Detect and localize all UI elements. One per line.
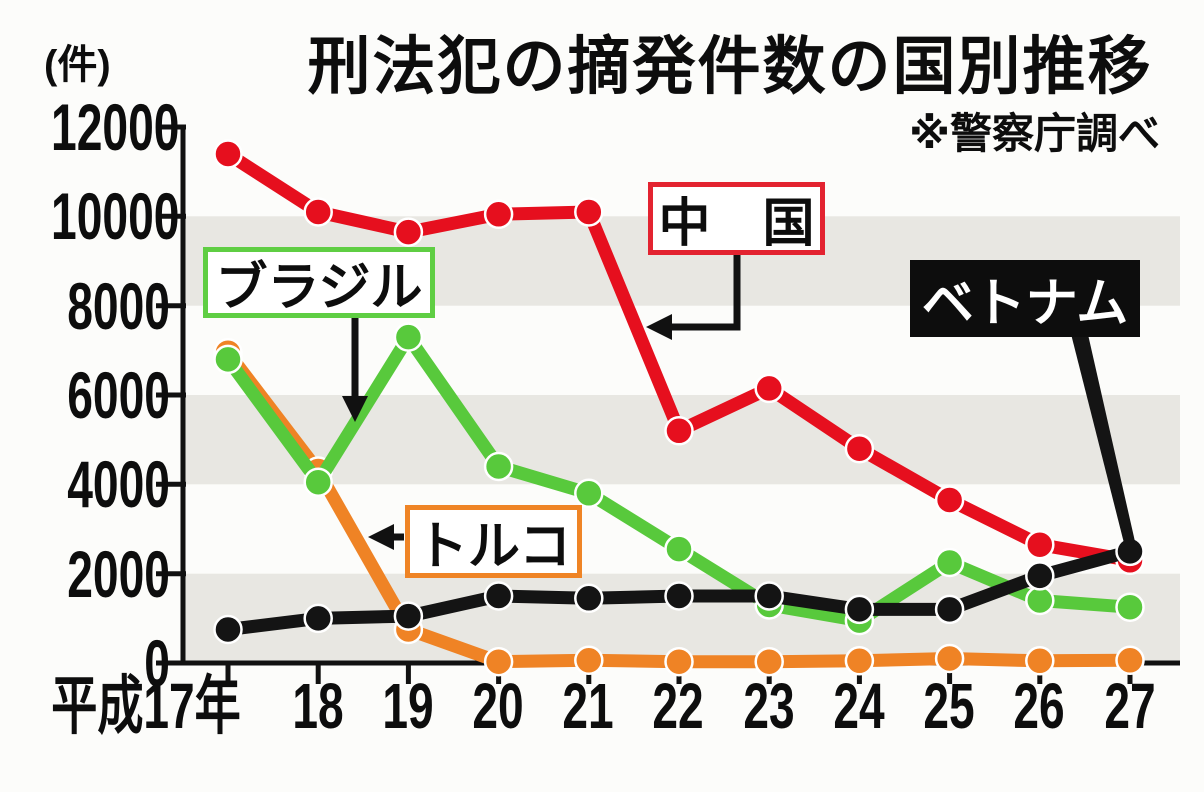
data-point-vietnam-21 [574,583,604,614]
y-tick-label-4000: 4000 [67,447,170,521]
data-point-brazil-26 [1025,585,1055,616]
y-axis-unit-label: (件) [44,43,111,87]
data-point-brazil-25 [934,547,965,578]
data-point-china-平成17年 [213,139,243,169]
data-point-turkey-21 [574,645,604,676]
data-point-vietnam-25 [934,594,965,625]
x-tick-label-18: 18 [292,670,344,742]
y-tick-label-12000: 12000 [51,90,180,164]
legend-vietnam: ベトナム [910,260,1140,337]
x-tick-label-19: 19 [382,670,434,742]
data-point-vietnam-18 [303,603,333,634]
china-arrow-head [646,314,672,340]
data-point-china-23 [754,373,784,404]
brazil-arrow-head [342,396,368,422]
x-tick-label-26: 26 [1013,670,1065,742]
data-point-vietnam-22 [664,581,694,611]
y-tick-label-6000: 6000 [67,358,170,432]
data-point-brazil-22 [664,534,694,564]
legend-turkey: トルコ [405,505,582,578]
data-point-turkey-24 [844,646,875,676]
data-point-turkey-26 [1025,646,1055,676]
y-tick-label-0: 0 [144,626,170,700]
data-point-turkey-23 [754,646,784,677]
data-point-turkey-27 [1115,645,1145,676]
x-tick-label-23: 23 [743,670,795,742]
x-tick-label-20: 20 [472,670,524,742]
data-point-brazil-27 [1115,592,1145,622]
data-point-brazil-19 [393,322,424,352]
data-point-turkey-22 [664,646,694,677]
data-point-vietnam-平成17年 [213,614,243,645]
data-point-china-22 [664,416,694,446]
data-point-china-20 [483,199,514,230]
data-point-vietnam-20 [483,581,514,611]
y-tick-label-10000: 10000 [51,179,180,253]
x-tick-label-22: 22 [652,670,704,742]
data-point-brazil-20 [483,451,514,482]
data-point-china-25 [934,485,965,515]
y-tick-label-8000: 8000 [67,269,170,343]
data-point-vietnam-23 [754,581,784,611]
data-point-brazil-平成17年 [213,344,243,375]
turkey-arrow-head [368,524,394,550]
data-point-brazil-21 [574,478,604,509]
data-point-vietnam-24 [844,594,875,625]
source-note: ※警察庁調べ [909,110,1160,157]
data-point-china-21 [574,197,604,227]
vietnam-pointer-line [1070,330,1136,551]
y-tick-label-2000: 2000 [67,537,170,611]
legend-brazil: ブラジル [203,247,435,318]
callout-arrows [342,255,1136,551]
data-point-turkey-20 [483,646,514,677]
x-tick-label-21: 21 [562,670,614,742]
x-tick-label-24: 24 [833,670,885,742]
data-point-china-26 [1025,529,1055,560]
x-tick-label-27: 27 [1104,670,1156,742]
x-tick-label-h17: 平成17年 [51,670,241,742]
data-point-china-19 [393,217,424,247]
series-layer [213,139,1145,677]
china-arrow-line [664,255,741,331]
data-point-china-24 [844,433,875,464]
data-point-vietnam-19 [393,601,424,631]
data-point-turkey-25 [934,643,965,674]
data-point-vietnam-26 [1025,561,1055,591]
page-title: 刑法犯の摘発件数の国別推移 [307,32,1153,102]
legend-china: 中 国 [648,182,825,255]
x-tick-label-25: 25 [923,670,975,742]
data-point-china-18 [303,197,333,227]
data-point-brazil-18 [303,467,333,497]
